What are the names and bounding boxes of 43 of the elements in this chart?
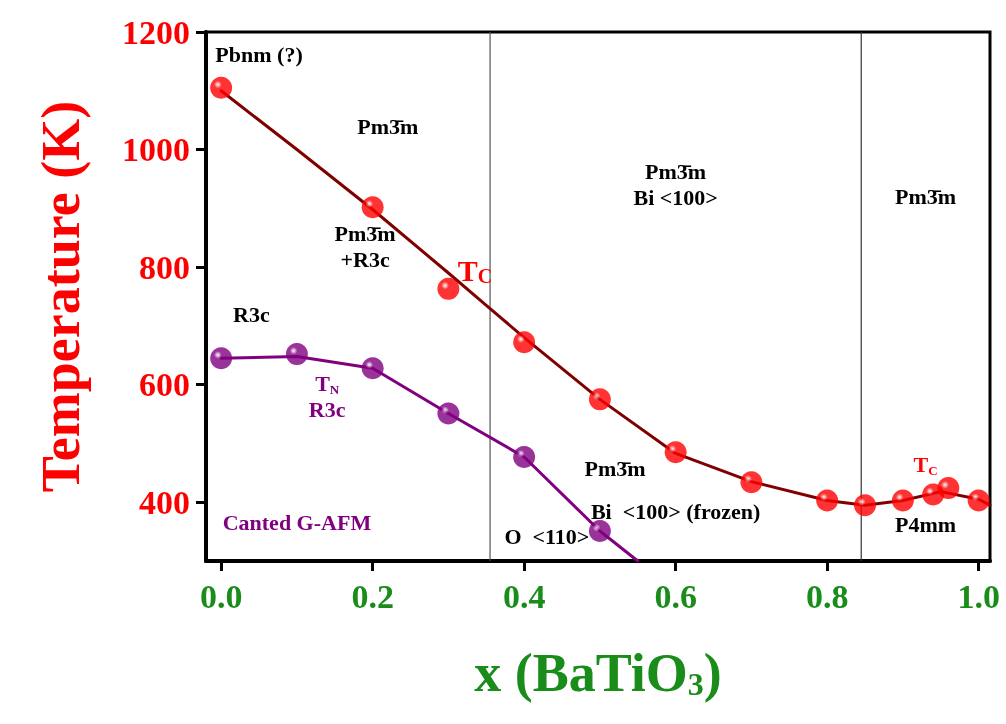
annotation: Pm3̄m Bi <100> [633,159,718,211]
point [816,489,839,512]
point [664,441,687,464]
annotation: Pm3̄m [584,455,646,481]
x-tick-label: 0.8 [805,577,849,615]
x-tick-label: 0.0 [199,577,243,615]
point [437,402,460,425]
point [588,520,611,543]
annotation: Pbnm (?) [215,41,303,67]
x-tick-label: 0.4 [502,577,546,615]
point [437,277,460,300]
point [361,196,384,219]
point [285,343,308,366]
annotation: Pm3̄m +R3c [334,221,396,273]
point [937,477,960,500]
x-tick-label: 0.2 [351,577,394,615]
annotation: O <110> [504,523,590,549]
point [210,76,233,99]
point [210,347,233,370]
point [967,489,990,512]
annotation: Bi <100> (frozen) [590,498,761,524]
annotation: R3c [233,301,271,327]
y-axis-title: Temperature (K) [31,100,91,493]
point [513,445,536,468]
annotation: TC [457,253,493,288]
y-tick-label: 600 [139,366,190,404]
y-tick-label: 1000 [122,131,190,169]
annotation: Pm3̄m [357,113,419,139]
x-axis-title: x (BaTiO3) [474,643,722,703]
x-tick-label: 0.6 [654,577,697,615]
y-tick-label: 800 [139,248,190,286]
point [740,471,763,494]
point [588,388,611,411]
x-tick-label: 1.0 [957,577,1000,615]
point [361,357,384,380]
point [854,494,877,517]
annotation: P4mm [895,512,957,538]
point [513,331,536,354]
y-tick-label: 1200 [122,13,190,51]
annotation: Pm3̄m [895,184,957,210]
y-tick-label: 400 [139,483,190,521]
point [891,489,914,512]
annotation: Canted G-AFM [222,510,372,536]
